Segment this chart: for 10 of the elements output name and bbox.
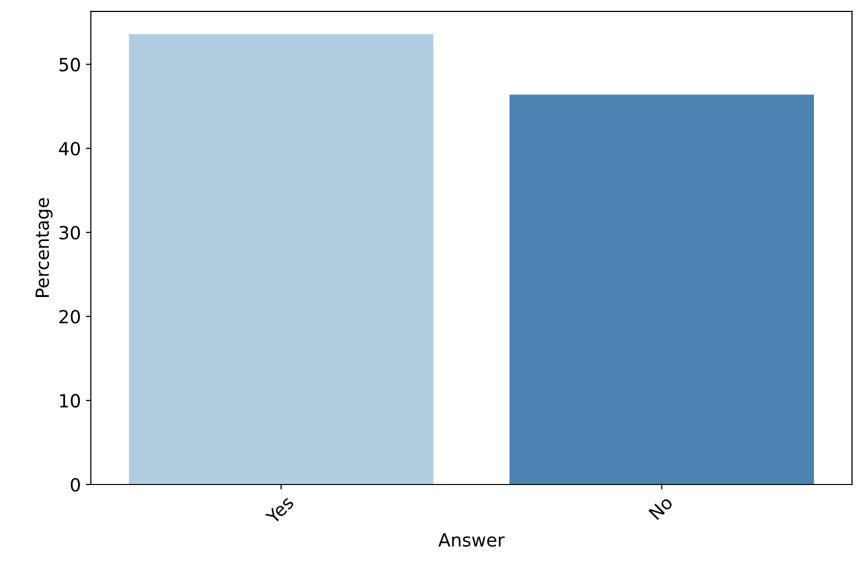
y-tick-label: 10 [60,394,80,408]
y-tick-label: 30 [60,226,80,240]
x-axis-title: Answer [438,533,505,547]
y-axis-title: Percentage [36,198,53,297]
y-tick-label: 0 [70,478,80,492]
x-tick-label: No [648,495,674,520]
y-tick-label: 20 [59,310,80,324]
y-tick-label: 50 [60,58,80,72]
y-tick-label: 40 [59,142,80,156]
x-tick-label: Yes [265,495,295,525]
